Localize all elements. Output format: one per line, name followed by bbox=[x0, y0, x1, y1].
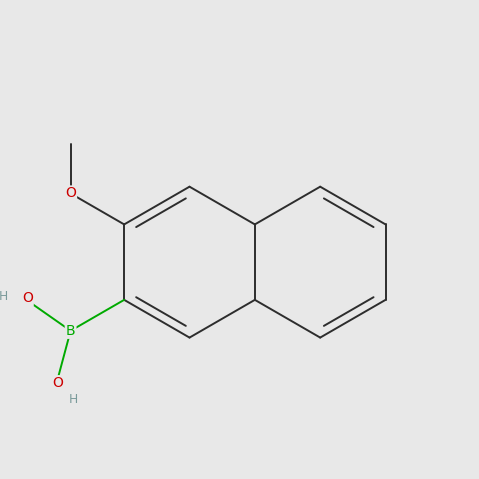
Text: B: B bbox=[66, 324, 75, 338]
Text: O: O bbox=[52, 376, 63, 390]
Text: O: O bbox=[65, 186, 76, 201]
Text: H: H bbox=[68, 392, 78, 406]
Text: H: H bbox=[0, 290, 9, 303]
Text: O: O bbox=[22, 291, 33, 305]
